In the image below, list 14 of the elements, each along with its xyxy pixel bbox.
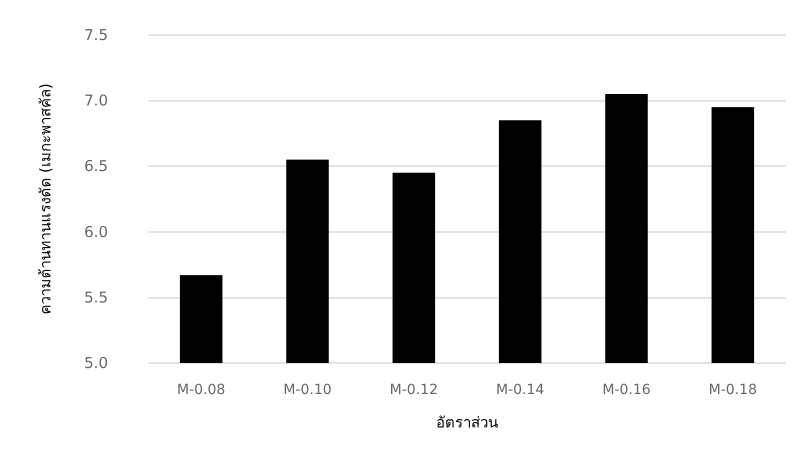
- x-tick-label: M-0.12: [390, 382, 438, 398]
- y-tick-label: 5.5: [84, 288, 108, 306]
- y-tick-label: 6.0: [84, 222, 108, 241]
- x-axis-title: อัตราส่วน: [436, 414, 498, 432]
- x-tick-label: M-0.18: [708, 382, 757, 398]
- x-tick-label: M-0.08: [177, 382, 226, 398]
- y-tick-label: 6.5: [84, 157, 108, 176]
- x-tick-label: M-0.10: [283, 382, 332, 398]
- x-tick-label: M-0.16: [602, 382, 651, 398]
- y-tick-label: 7.5: [84, 26, 108, 44]
- x-tick-label: M-0.14: [496, 382, 544, 398]
- y-tick-label: 7.0: [84, 92, 108, 110]
- y-tick-label: 5.0: [84, 354, 108, 372]
- y-axis-title: ความต้านทานแรงดัด (เมกะพาสคัล): [36, 83, 54, 315]
